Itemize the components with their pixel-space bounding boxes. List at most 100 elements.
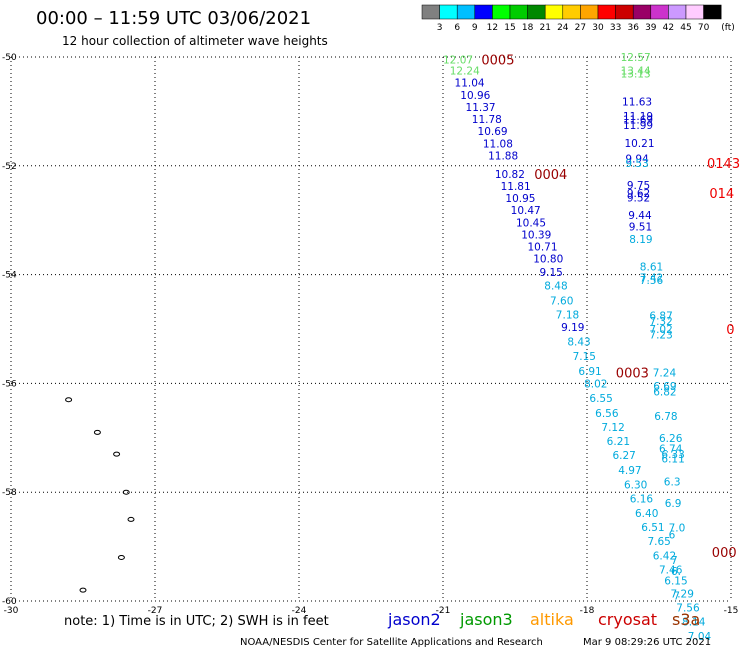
wave-height-value: 10.39 — [521, 229, 551, 241]
wave-height-value: 9.62 — [627, 188, 650, 200]
wave-height-value: 6.3 — [664, 476, 681, 488]
color-scale-swatch — [668, 4, 687, 20]
wave-height-value: 6.40 — [635, 508, 658, 520]
wave-height-value: 9.51 — [629, 222, 652, 234]
wave-height-value: 7.46 — [659, 564, 683, 576]
wave-height-value: 6.56 — [595, 408, 619, 420]
color-scale-swatch — [439, 4, 458, 20]
color-scale-swatch — [615, 4, 634, 20]
track-label: 014 — [709, 187, 734, 202]
wave-height-value: 7.23 — [649, 329, 672, 341]
wave-height-value: 10.80 — [533, 253, 563, 265]
island-outline — [117, 554, 125, 560]
wave-height-value: 10.71 — [527, 241, 557, 253]
wave-height-value: 8.02 — [584, 378, 607, 390]
wave-height-value: 6.74 — [659, 444, 683, 456]
wave-height-value: 8.61 — [640, 261, 663, 273]
color-scale-swatch — [580, 4, 599, 20]
satellite-legend-entry: jason3 — [459, 610, 513, 629]
color-scale-label: 36 — [627, 23, 639, 33]
footnote: note: 1) Time is in UTC; 2) SWH is in fe… — [64, 614, 329, 629]
wave-height-value: 11.04 — [455, 78, 485, 90]
wave-height-value: 11.63 — [622, 97, 652, 109]
wave-height-value: 9.44 — [628, 210, 652, 222]
wave-height-value: 6.21 — [607, 436, 630, 448]
satellite-legend-entry: s3a — [672, 610, 700, 629]
wave-height-value: 6.15 — [664, 575, 687, 587]
x-tick-label: -30 — [4, 606, 19, 616]
wave-height-value: 13.13 — [621, 68, 651, 80]
wave-height-value: 7.56 — [676, 603, 700, 615]
wave-height-value: 12.07 — [443, 55, 473, 67]
color-scale-label: 42 — [663, 23, 674, 33]
wave-height-value: 10.69 — [478, 126, 508, 138]
chart-title: 00:00 – 11:59 UTC 03/06/2021 — [36, 8, 311, 29]
wave-height-value: 7.12 — [601, 422, 624, 434]
wave-height-value: 8.14 — [682, 617, 706, 629]
wave-height-value: 12.57 — [621, 52, 651, 64]
color-scale-swatch — [685, 4, 704, 20]
wave-height-value: 10.21 — [624, 138, 654, 150]
wave-height-value: 6.51 — [641, 522, 664, 534]
color-scale-label: 33 — [610, 23, 621, 33]
wave-height-value: 11.08 — [483, 138, 513, 150]
wave-height-value: 9.75 — [627, 180, 650, 192]
wave-height-value: 6.69 — [653, 381, 676, 393]
wave-height-value: 7.02 — [649, 324, 672, 336]
wave-height-value: 10.82 — [495, 169, 525, 181]
wave-height-value: 10.45 — [516, 217, 546, 229]
track-label: 0003 — [616, 367, 649, 382]
wave-height-value: 6.9 — [665, 498, 682, 510]
wave-height-value: 6.26 — [659, 433, 683, 445]
y-tick-label: -58 — [2, 488, 17, 498]
satellite-legend-entry: altika — [530, 610, 574, 629]
wave-height-value: 11.19 — [623, 111, 653, 123]
color-scale-swatch — [632, 4, 652, 20]
wave-height-value: 6.16 — [630, 494, 654, 506]
wave-height-value: 6.11 — [661, 453, 684, 465]
color-scale-swatch — [527, 4, 546, 20]
color-scale-label: 3 — [437, 23, 443, 33]
wave-height-value: 7.0 — [669, 523, 686, 535]
wave-height-value: 11.81 — [501, 181, 531, 193]
wave-height-value: 7.65 — [647, 536, 670, 548]
color-scale-label: 30 — [592, 23, 604, 33]
island-outline — [93, 429, 101, 435]
color-scale-label: 9 — [472, 23, 478, 33]
color-scale-label: 27 — [575, 23, 586, 33]
wave-height-value: 8.19 — [629, 234, 652, 246]
wave-height-value: 11.69 — [623, 115, 653, 127]
wave-height-value: 6.55 — [589, 393, 612, 405]
wave-height-value: 8.48 — [544, 280, 567, 292]
color-scale-swatch — [562, 4, 581, 20]
color-scale-swatch — [509, 4, 528, 20]
island-outline — [113, 451, 121, 457]
y-tick-label: -56 — [2, 379, 17, 389]
color-scale-label: 18 — [522, 23, 534, 33]
island-outline — [122, 489, 130, 495]
island-outline — [127, 516, 135, 522]
color-scale-swatch — [456, 4, 476, 20]
color-scale-swatch — [650, 4, 669, 20]
island-outline — [65, 397, 73, 403]
track-label: 0143 — [707, 157, 740, 172]
wave-height-value: 11.78 — [472, 114, 502, 126]
y-tick-label: -52 — [2, 162, 17, 172]
plot-area: -30 -27 -24 -21 -18 -15 -50 -52 -54 -56 -58 -60 12.0… — [2, 52, 740, 643]
wave-height-value: 11.37 — [466, 102, 496, 114]
wave-height-value: 7.04 — [688, 631, 712, 643]
x-tick-label: -21 — [436, 606, 451, 616]
x-tick-label: -27 — [148, 606, 163, 616]
satellite-legend: jason2 jason3 altika cryosat s3a — [387, 610, 700, 629]
wave-height-value: 7.15 — [573, 351, 596, 363]
generated-timestamp: Mar 9 08:29:26 UTC 2021 — [583, 637, 711, 648]
color-scale-swatch — [703, 4, 722, 20]
color-scale-swatch — [421, 4, 440, 20]
color-scale-label: 6 — [454, 23, 460, 33]
color-scale-swatch — [474, 4, 493, 20]
chart-subtitle: 12 hour collection of altimeter wave hei… — [62, 34, 328, 48]
wave-height-value: 9.53 — [625, 158, 648, 170]
wave-height-value: 10.47 — [511, 205, 541, 217]
track-label: 0005 — [481, 54, 514, 69]
wave-height-value: 6.91 — [578, 366, 601, 378]
